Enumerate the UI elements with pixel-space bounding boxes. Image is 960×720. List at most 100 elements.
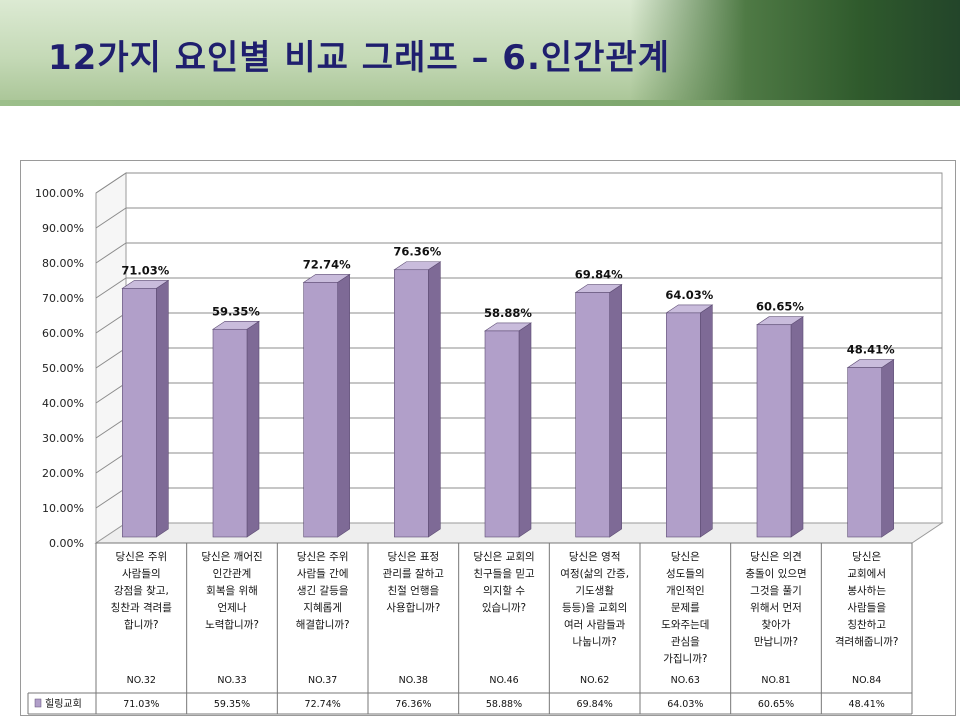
gridline: [95, 277, 942, 299]
table-value: 76.36%: [395, 699, 431, 710]
category-label-line: 당신은 영적: [569, 551, 621, 563]
category-label-line: 여정(삶의 간증,: [560, 568, 629, 580]
data-label: 69.84%: [575, 268, 623, 282]
bar: [303, 282, 338, 538]
header-banner: [0, 0, 960, 106]
category-label-line: 당신은 주위: [297, 550, 349, 563]
category-label-line: 노력합니까?: [205, 619, 259, 631]
category-label-line: 당신은: [852, 551, 881, 563]
bar-side: [790, 316, 804, 538]
bar-side: [428, 261, 441, 538]
table-value: 71.03%: [123, 699, 159, 710]
bar-side: [337, 273, 350, 538]
y-tick-label: 70.00%: [42, 292, 84, 305]
y-tick-label: 40.00%: [42, 397, 84, 410]
category-label-line: 격려해줍니까?: [835, 635, 899, 648]
category-label-line: 성도들의: [666, 568, 705, 580]
category-label-line: 지혜롭게: [303, 602, 342, 614]
table-value: 58.88%: [486, 699, 522, 710]
category-code: NO.81: [761, 675, 790, 686]
category-label-line: 친구들을 믿고: [473, 568, 535, 580]
data-label: 71.03%: [121, 263, 169, 277]
category-label-line: 도와주는데: [661, 619, 709, 631]
category-label-line: 여러 사람들과: [564, 618, 626, 631]
y-tick-label: 20.00%: [42, 467, 84, 480]
table-value: 48.41%: [849, 699, 885, 710]
bar: [756, 324, 792, 538]
bar: [212, 328, 248, 538]
data-label: 48.41%: [847, 343, 895, 357]
header-decoration: [630, 0, 960, 106]
bar-side: [518, 322, 532, 538]
category-code: NO.63: [671, 675, 700, 686]
y-tick-label: 90.00%: [42, 222, 84, 235]
y-tick-label: 30.00%: [42, 432, 84, 445]
category-label-line: 강점을 찾고,: [114, 585, 169, 597]
category-label-line: 관리를 잘하고: [383, 567, 445, 580]
bar-side: [609, 283, 622, 538]
table-value: 64.03%: [667, 699, 703, 710]
data-label: 59.35%: [212, 304, 260, 318]
category-label-line: 해결합니까?: [296, 618, 350, 631]
y-tick-label: 100.00%: [35, 187, 84, 200]
bar: [575, 292, 610, 538]
category-label-line: 사람들 간에: [297, 567, 349, 580]
header-divider: [0, 100, 960, 106]
category-label-line: 의지할 수: [483, 585, 525, 597]
table-value: 60.65%: [758, 699, 794, 710]
data-label: 64.03%: [665, 288, 713, 302]
data-label: 76.36%: [393, 245, 441, 259]
category-code: NO.62: [580, 675, 609, 686]
category-label-line: 등등)을 교회의: [562, 602, 627, 614]
bar: [394, 269, 429, 538]
category-label-line: 기도생활: [575, 584, 614, 597]
category-code: NO.46: [489, 675, 518, 686]
category-label-line: 합니까?: [124, 619, 159, 631]
category-code: NO.84: [852, 675, 881, 686]
bar: [484, 330, 520, 538]
category-label-line: 만납니까?: [754, 636, 798, 648]
gridline: [95, 172, 942, 194]
category-code: NO.38: [399, 675, 428, 686]
category-label-line: 칭찬하고: [847, 618, 886, 631]
bar: [666, 312, 701, 538]
category-label-line: 언제나: [218, 602, 247, 614]
category-label-line: 교회에서: [847, 568, 886, 580]
gridline: [95, 242, 942, 264]
category-code: NO.33: [217, 675, 246, 686]
category-label-line: 나눕니까?: [573, 636, 617, 648]
bar: [122, 288, 157, 538]
category-label-line: 개인적인: [666, 585, 705, 597]
bar-side: [881, 359, 894, 538]
bar-side: [156, 279, 169, 538]
bar: [847, 367, 882, 538]
category-label-line: 문제를: [671, 602, 700, 614]
category-label-line: 사람들을: [847, 601, 886, 614]
category-label-line: 인간관계: [213, 568, 252, 580]
y-tick-label: 60.00%: [42, 327, 84, 340]
page-title: 12가지 요인별 비교 그래프 – 6.인간관계: [48, 38, 670, 78]
category-label-line: 가집니까?: [663, 653, 707, 665]
category-label-line: 봉사하는: [847, 584, 886, 597]
bar-side: [700, 304, 713, 538]
data-label: 72.74%: [303, 257, 351, 271]
category-label-line: 생긴 갈등을: [297, 584, 349, 597]
table-value: 59.35%: [214, 699, 250, 710]
legend-label: 힐링교회: [45, 697, 82, 710]
gridline: [95, 207, 942, 229]
data-label: 60.65%: [756, 300, 804, 314]
category-code: NO.37: [308, 675, 337, 686]
category-label-line: 당신은 표정: [388, 551, 440, 563]
bar-side: [246, 320, 260, 538]
y-tick-label: 50.00%: [42, 362, 84, 375]
y-tick-label: 80.00%: [42, 257, 84, 270]
category-label-line: 관심을: [671, 636, 700, 648]
category-label-line: 찾아가: [762, 619, 791, 631]
category-label-line: 당신은: [671, 551, 700, 563]
legend-swatch: [34, 698, 42, 708]
category-label-line: 있습니까?: [482, 602, 526, 614]
category-label-line: 당신은 의견: [750, 551, 802, 563]
category-label-line: 칭찬과 격려를: [111, 601, 173, 614]
category-label-line: 위해서 먼저: [750, 601, 802, 614]
